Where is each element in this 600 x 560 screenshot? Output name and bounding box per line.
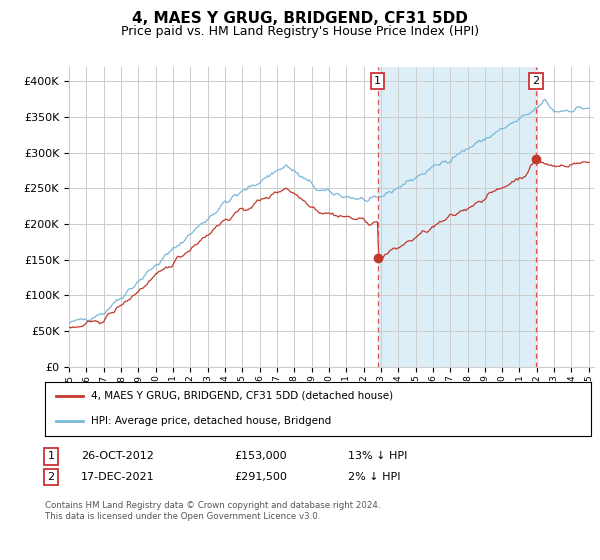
Text: 2% ↓ HPI: 2% ↓ HPI (348, 472, 401, 482)
Text: 1: 1 (47, 451, 55, 461)
Text: 26-OCT-2012: 26-OCT-2012 (81, 451, 154, 461)
Text: Contains HM Land Registry data © Crown copyright and database right 2024.
This d: Contains HM Land Registry data © Crown c… (45, 501, 380, 521)
Text: £153,000: £153,000 (234, 451, 287, 461)
Text: 2: 2 (47, 472, 55, 482)
Text: £291,500: £291,500 (234, 472, 287, 482)
Text: 4, MAES Y GRUG, BRIDGEND, CF31 5DD: 4, MAES Y GRUG, BRIDGEND, CF31 5DD (132, 11, 468, 26)
Text: 1: 1 (374, 76, 381, 86)
Text: 4, MAES Y GRUG, BRIDGEND, CF31 5DD (detached house): 4, MAES Y GRUG, BRIDGEND, CF31 5DD (deta… (91, 391, 394, 401)
Text: 13% ↓ HPI: 13% ↓ HPI (348, 451, 407, 461)
Text: 17-DEC-2021: 17-DEC-2021 (81, 472, 155, 482)
Text: 2: 2 (533, 76, 539, 86)
Text: Price paid vs. HM Land Registry's House Price Index (HPI): Price paid vs. HM Land Registry's House … (121, 25, 479, 38)
Bar (378, 67, 536, 367)
Text: HPI: Average price, detached house, Bridgend: HPI: Average price, detached house, Brid… (91, 416, 332, 426)
